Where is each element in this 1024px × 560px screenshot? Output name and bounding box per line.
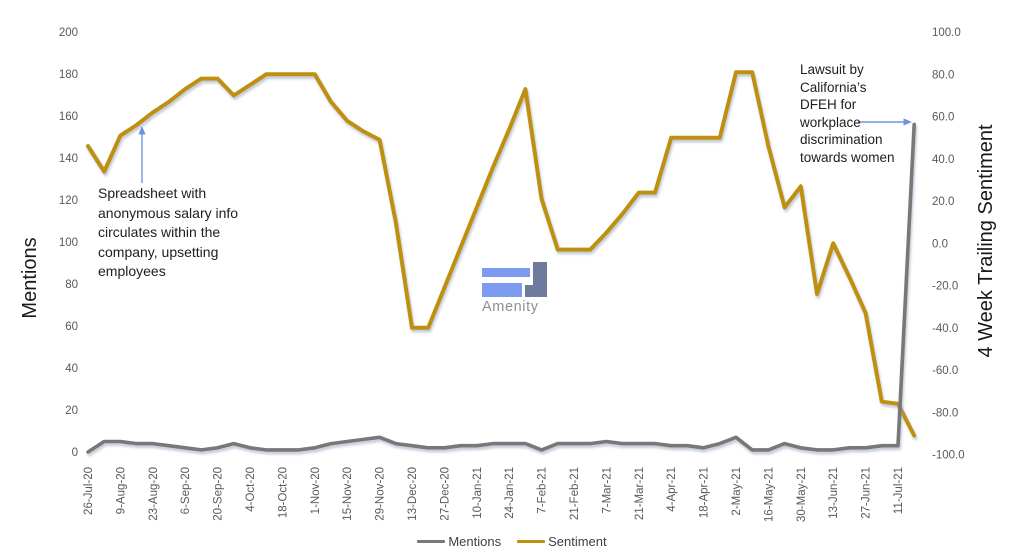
left-axis-tick-label: 80 (65, 279, 78, 291)
x-axis-tick-label: 24-Jan-21 (504, 467, 516, 519)
left-axis-tick-label: 40 (65, 363, 78, 375)
amenity-logo-square (525, 285, 535, 297)
left-axis-tick-label: 140 (59, 153, 78, 165)
x-axis-tick-label: 21-Feb-21 (569, 467, 581, 520)
x-axis-tick-label: 18-Apr-21 (699, 467, 711, 518)
left-axis-tick-label: 200 (59, 27, 78, 39)
right-axis-tick-label: 20.0 (932, 196, 954, 208)
right-axis-tick-label: 80.0 (932, 69, 954, 81)
x-axis-tick-label: 21-Mar-21 (634, 467, 646, 520)
legend-label-mentions: Mentions (448, 534, 502, 549)
x-axis-tick-label: 11-Jul-21 (893, 467, 905, 514)
left-axis-tick-label: 160 (59, 111, 78, 123)
legend-item-sentiment: Sentiment (517, 534, 607, 549)
x-axis-tick-label: 27-Dec-20 (439, 467, 451, 521)
left-axis-tick-label: 20 (65, 405, 78, 417)
x-axis-tick-label: 30-May-21 (796, 467, 808, 522)
annotation-arrow-up-icon (138, 126, 146, 183)
right-axis-tick-label: -100.0 (932, 450, 965, 462)
chart-legend: Mentions Sentiment (0, 534, 1024, 549)
x-axis-tick-label: 20-Sep-20 (213, 467, 225, 521)
left-axis-tick-label: 0 (72, 447, 78, 459)
x-axis-tick-label: 23-Aug-20 (148, 467, 160, 521)
x-axis-tick-label: 15-Nov-20 (342, 467, 354, 521)
amenity-logo-text: Amenity (482, 299, 539, 315)
x-axis-tick-label: 4-Oct-20 (245, 467, 257, 512)
sentiment-line (86, 70, 917, 438)
legend-item-mentions: Mentions (417, 534, 501, 549)
mentions-line-swatch (417, 539, 446, 544)
x-axis-tick-label: 29-Nov-20 (375, 467, 387, 521)
left-axis-title: Mentions (19, 237, 41, 319)
x-axis-tick-label: 10-Jan-21 (472, 467, 484, 519)
chart-ticks-group: 0 20 40 60 80 100 120 140 160 180 200 -100.0 -80.0 -6… (59, 27, 965, 522)
left-axis-tick-label: 60 (65, 321, 78, 333)
x-axis-tick-label: 7-Feb-21 (537, 467, 549, 514)
x-axis-tick-label: 4-Apr-21 (666, 467, 678, 512)
x-axis-tick-label: 9-Aug-20 (115, 467, 127, 514)
sentiment-line-swatch (517, 539, 546, 544)
x-axis-tick-label: 18-Oct-20 (277, 467, 289, 518)
x-axis-tick-label: 1-Nov-20 (310, 467, 322, 514)
right-axis-title: 4 Week Trailing Sentiment (975, 124, 997, 358)
x-axis-tick-label: 27-Jun-21 (861, 467, 873, 519)
left-axis-tick-label: 100 (59, 237, 78, 249)
annotation-dfeh-lawsuit: Lawsuit by California’s DFEH for workpla… (800, 62, 895, 165)
x-axis-tick-label: 2-May-21 (731, 467, 743, 516)
x-axis-tick-label: 16-May-21 (763, 467, 775, 522)
annotation-salary-spreadsheet: Spreadsheet with anonymous salary info c… (98, 185, 239, 279)
left-axis-tick-label: 180 (59, 69, 78, 81)
right-axis-tick-label: -20.0 (932, 281, 958, 293)
left-axis-tick-label: 120 (59, 195, 78, 207)
mentions-line (86, 122, 917, 454)
x-axis-tick-label: 26-Jul-20 (83, 467, 95, 515)
x-axis-tick-label: 7-Mar-21 (601, 467, 613, 514)
right-axis-tick-label: 0.0 (932, 238, 948, 250)
right-axis-tick-label: -80.0 (932, 407, 958, 419)
right-axis-tick-label: 100.0 (932, 27, 961, 39)
x-axis-tick-label: 13-Jun-21 (828, 467, 840, 519)
amenity-logo-vertical-bar (533, 262, 547, 297)
amenity-logo-bar-bottom (482, 283, 522, 297)
annotation-arrow-right-icon (858, 118, 912, 126)
x-axis-tick-label: 13-Dec-20 (407, 467, 419, 521)
amenity-logo-bar-top (482, 268, 530, 277)
legend-label-sentiment: Sentiment (548, 534, 607, 549)
x-axis-tick-label: 6-Sep-20 (180, 467, 192, 514)
right-axis-tick-label: 40.0 (932, 154, 954, 166)
amenity-logo: Amenity (482, 262, 552, 318)
right-axis-tick-label: -60.0 (932, 365, 958, 377)
right-axis-tick-label: 60.0 (932, 112, 954, 124)
right-axis-tick-label: -40.0 (932, 323, 958, 335)
chart-series-group (86, 70, 917, 454)
